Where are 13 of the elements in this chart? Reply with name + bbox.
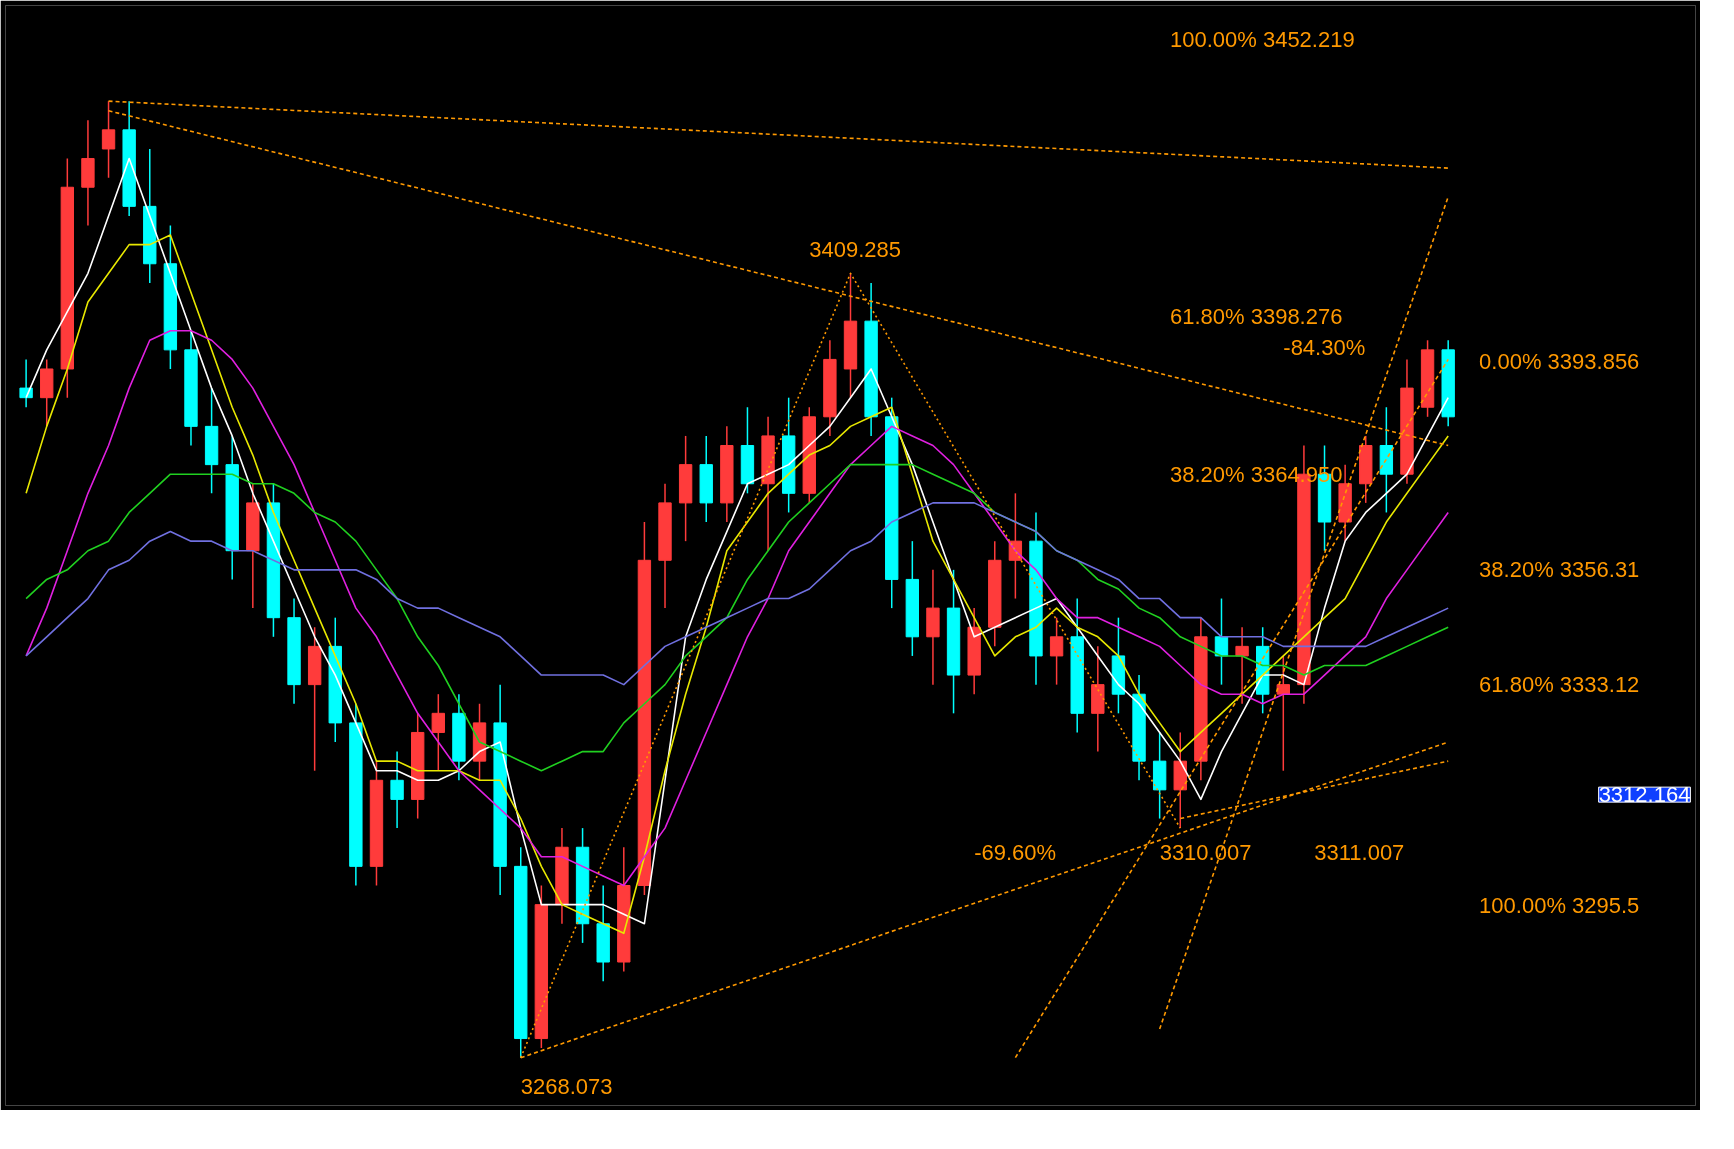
text: 38.20% 3356.31: [1479, 557, 1640, 583]
annotation: 3409.285: [809, 236, 902, 262]
annotation: -84.30%: [1283, 335, 1366, 361]
text: 100.00% 3295.5: [1479, 893, 1640, 919]
text: 100.00% 3452.219: [1169, 27, 1355, 53]
text: 3268.073: [520, 1073, 613, 1099]
annotation: 3311.007: [1314, 839, 1405, 865]
annotation: 3310.007: [1159, 839, 1252, 865]
text: 0.00% 3393.856: [1479, 348, 1640, 374]
text: 3312.164: [1598, 782, 1691, 808]
text: 61.80% 3333.12: [1479, 672, 1640, 698]
annotation: 61.80% 3398.276: [1169, 303, 1343, 329]
annotation: -69.60%: [974, 839, 1057, 865]
